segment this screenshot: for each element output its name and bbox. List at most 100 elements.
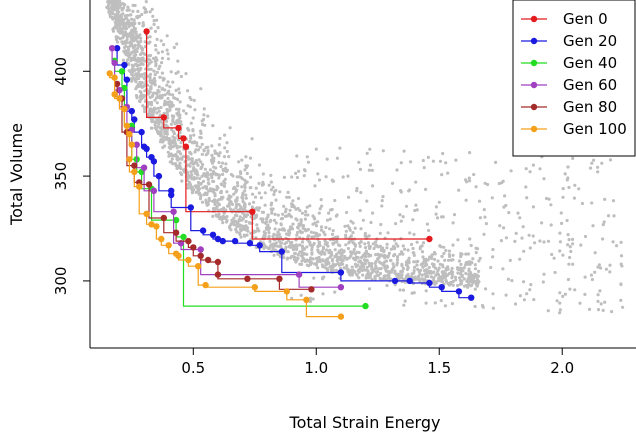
series-4 [113,80,315,293]
series-5-point-10 [136,183,143,190]
series-3-point-2 [116,86,123,94]
series-2-point-2 [121,84,128,92]
series-4-point-13 [214,271,222,278]
legend-marker-5 [530,125,538,133]
series-5-point-5 [123,122,131,129]
series-2-point-8 [180,233,187,241]
series-3-point-8 [170,208,177,215]
series-1-point-13 [187,204,194,211]
series-1-point-3 [128,107,135,115]
series-3-point-11 [295,271,303,278]
series-5-point-19 [195,263,202,270]
legend-item-5: Gen 100 [521,120,627,138]
axes: 0.5 1.0 1.5 2.0 300 350 400 [52,0,636,377]
series-1-point-22 [337,269,345,276]
series-3-point-6 [140,164,148,171]
series-5-point-15 [165,242,172,249]
series-1-point-10 [155,172,163,180]
series-1-point-15 [209,231,217,238]
legend-item-0: Gen 0 [521,10,608,28]
x-axis-label: Total Strain Energy [289,413,441,432]
series-5-point-17 [175,252,182,259]
series-1-point-9 [150,158,158,165]
series-4-point-0 [113,80,121,88]
x-tick-label-2: 1.5 [427,359,451,377]
series-4-point-16 [308,286,315,293]
legend-label-0: Gen 0 [563,10,608,28]
legend-marker-3 [530,81,538,89]
legend-label-3: Gen 60 [563,76,617,94]
legend-item-4: Gen 80 [521,98,617,116]
series-5-point-22 [283,288,290,295]
series-1-point-18 [231,237,239,245]
legend: Gen 0 Gen 20 Gen 40 Gen 60 Gen 80 Gen 100 [512,0,636,157]
series-3-point-1 [111,59,118,67]
series-4-point-6 [160,214,167,222]
series-3-point-0 [108,45,116,52]
series-1-point-27 [455,288,463,295]
series-4-point-10 [197,252,204,259]
series-1-point-25 [426,279,433,287]
series-4-point-15 [276,275,283,282]
series-5-point-2 [111,91,118,98]
series-1-point-19 [246,240,254,247]
series-5-point-14 [158,235,165,243]
series-5-point-21 [251,284,258,291]
series-5-point-20 [202,281,209,289]
series-5-point-24 [337,313,345,320]
series-1-point-23 [391,277,399,285]
series-layer [106,28,475,320]
series-3-point-5 [133,141,140,148]
y-tick-label-2: 400 [52,57,70,86]
series-0-point-4 [182,143,190,150]
legend-item-1: Gen 20 [521,32,617,50]
series-1-point-0 [113,45,121,52]
series-5-point-12 [148,221,155,228]
series-5-point-1 [111,74,118,81]
series-4-point-14 [244,275,251,282]
series-0-point-3 [180,135,187,142]
series-5-point-18 [185,256,192,264]
series-3-point-12 [337,284,345,291]
legend-label-2: Gen 40 [563,54,617,72]
series-0 [143,28,433,243]
series-5-point-23 [303,296,310,303]
series-1-point-20 [256,242,263,249]
series-1-point-12 [168,191,175,199]
series-0-point-1 [160,114,167,121]
series-5-point-8 [126,156,133,163]
series-1-point-5 [138,128,145,136]
series-4-point-3 [131,162,138,169]
series-3-point-10 [197,246,204,253]
legend-item-3: Gen 60 [521,76,617,94]
series-1-point-16 [214,235,222,243]
legend-marker-0 [530,15,538,23]
series-1-point-17 [219,237,226,245]
series-0-point-5 [249,208,256,215]
series-5-point-0 [106,70,113,77]
series-5-point-11 [143,210,150,217]
series-1-point-26 [438,284,445,291]
series-4-point-12 [214,258,222,266]
series-2-point-7 [172,216,180,224]
series-5-point-6 [126,131,133,138]
series-1-point-24 [406,277,413,285]
legend-label-4: Gen 80 [563,98,617,116]
legend-item-2: Gen 40 [521,54,617,72]
series-4-point-8 [185,237,192,245]
legend-label-5: Gen 100 [563,120,627,138]
x-tick-label-0: 0.5 [181,359,205,377]
x-tick-label-3: 2.0 [550,359,574,377]
series-0-point-2 [175,124,182,132]
series-4-point-11 [204,256,212,264]
series-3-point-7 [150,187,158,194]
series-1-point-14 [199,227,207,234]
series-5-point-13 [153,223,160,230]
series-4-point-9 [190,244,197,251]
y-axis-label: Total Volume [7,123,26,226]
series-1-point-1 [121,61,128,69]
series-1-point-2 [123,76,131,83]
background-point-cloud [105,0,625,315]
series-4-point-7 [172,229,180,236]
legend-marker-2 [530,59,538,67]
